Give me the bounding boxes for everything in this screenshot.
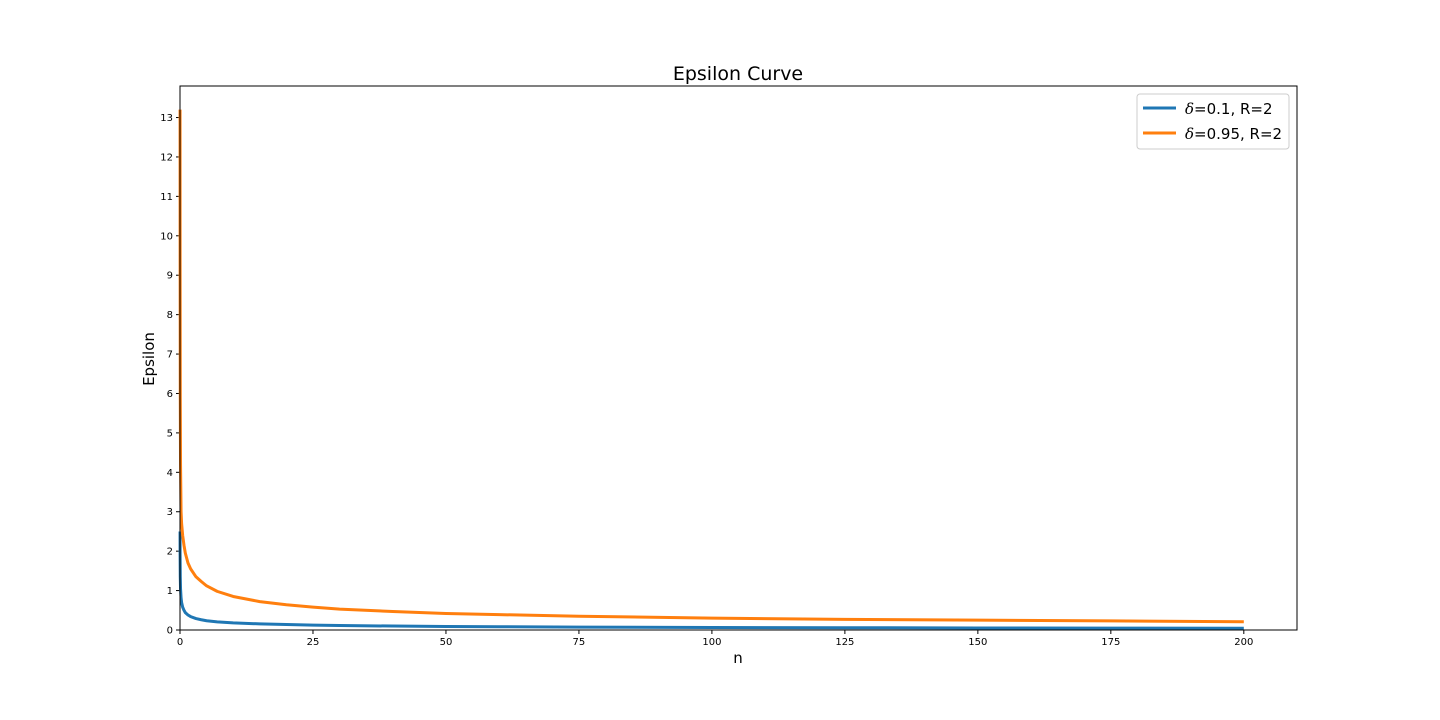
x-tick-label: 175 xyxy=(1101,637,1120,648)
y-tick-label: 3 xyxy=(167,507,173,518)
legend-label-rest: =0.95, R=2 xyxy=(1194,125,1282,143)
y-tick-label: 12 xyxy=(160,152,173,163)
x-tick-label: 100 xyxy=(702,637,721,648)
legend-label-series-2: δ=0.95, R=2 xyxy=(1185,125,1282,143)
y-tick-label: 7 xyxy=(167,350,173,361)
legend-delta-symbol: δ xyxy=(1185,100,1194,118)
x-tick-label: 50 xyxy=(440,637,453,648)
y-tick-label: 11 xyxy=(160,192,173,203)
x-tick-label: 75 xyxy=(573,637,586,648)
y-tick-label: 10 xyxy=(160,231,173,242)
tick-marks xyxy=(176,117,1245,634)
y-tick-label: 9 xyxy=(167,271,173,282)
y-tick-label: 8 xyxy=(167,310,173,321)
y-tick-label: 2 xyxy=(167,547,173,558)
y-tick-label: 4 xyxy=(167,468,173,479)
y-axis-title: Epsilon xyxy=(140,332,158,386)
y-tick-label: 1 xyxy=(167,586,173,597)
y-tick-label: 6 xyxy=(167,389,173,400)
x-tick-label: 200 xyxy=(1234,637,1253,648)
legend-label-series-1: δ=0.1, R=2 xyxy=(1185,100,1273,118)
x-axis-title: n xyxy=(733,649,743,667)
series-lines xyxy=(178,109,1244,630)
legend-delta-symbol: δ xyxy=(1185,125,1194,143)
legend-label-rest: =0.1, R=2 xyxy=(1194,100,1273,118)
x-tick-label: 25 xyxy=(307,637,320,648)
x-tick-label: 125 xyxy=(835,637,854,648)
plot-frame xyxy=(179,85,1298,631)
y-tick-label: 13 xyxy=(160,113,173,124)
chart-title: Epsilon Curve xyxy=(673,63,803,85)
series-line-1 xyxy=(178,531,1244,630)
y-tick-label: 0 xyxy=(167,626,173,637)
x-tick-label: 150 xyxy=(968,637,987,648)
y-tick-label: 5 xyxy=(167,428,173,439)
series-line-2 xyxy=(178,109,1244,624)
legend: δ=0.1, R=2 δ=0.95, R=2 xyxy=(1136,93,1290,150)
x-tick-labels: 0 25 50 75 100 125 150 175 200 xyxy=(177,637,1254,648)
x-tick-label: 0 xyxy=(177,637,183,648)
